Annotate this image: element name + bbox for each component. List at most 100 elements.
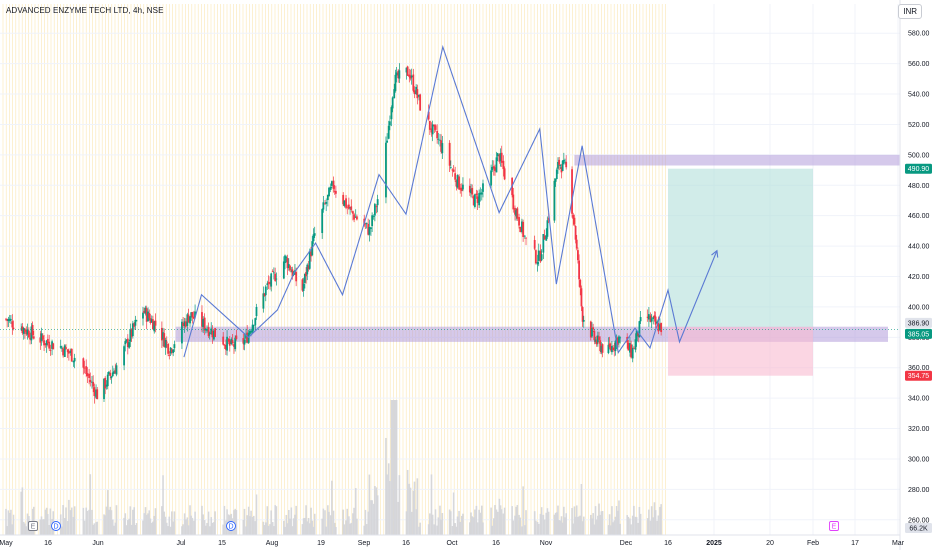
volume-bar [162, 475, 164, 535]
candle-body [565, 161, 568, 168]
volume-bar [331, 480, 333, 535]
volume-bar [225, 520, 227, 535]
candle-body [123, 346, 125, 366]
volume-bar [115, 505, 118, 535]
candle-body [595, 340, 598, 345]
volume-bar [226, 509, 228, 535]
volume-bar [496, 511, 499, 535]
candle-body [385, 142, 387, 198]
volume-bar [564, 517, 566, 535]
candle-body [41, 335, 44, 340]
candle-body [126, 338, 129, 348]
candle-body [154, 320, 157, 326]
candle-body [8, 318, 11, 322]
volume-bar [322, 508, 325, 535]
volume-bar [582, 516, 585, 535]
candle-body [325, 202, 328, 204]
stop-price-tag: 354.75 [908, 373, 930, 380]
y-tick-label: 540.00 [908, 92, 930, 99]
earnings-marker[interactable] [28, 521, 38, 531]
volume-tag: 66.2K [909, 526, 928, 533]
candle-body [449, 167, 452, 169]
volume-bar [354, 488, 357, 535]
volume-bar [348, 516, 350, 535]
candle-body [228, 340, 231, 346]
volume-bar [7, 510, 10, 535]
candle-body [295, 272, 298, 282]
candle-body [462, 184, 464, 190]
candle-body [172, 349, 175, 353]
volume-bar [308, 523, 311, 535]
target-price-tag: 490.90 [908, 166, 930, 173]
candle-body [6, 319, 9, 321]
volume-bar [223, 505, 226, 535]
y-tick-label: 340.00 [908, 396, 930, 403]
volume-bar [47, 514, 49, 535]
volume-bar [539, 513, 542, 535]
candle-body [521, 221, 523, 232]
candle-body [408, 74, 411, 78]
y-tick-label: 560.00 [908, 61, 930, 68]
candle-body [245, 333, 247, 339]
candle-body [618, 336, 620, 343]
candle-body [373, 204, 376, 216]
candle-body [573, 217, 576, 225]
volume-bar [82, 507, 85, 535]
x-tick-label: 2025 [706, 540, 722, 547]
x-tick-label: May [0, 540, 13, 547]
candle-body [272, 272, 275, 274]
volume-bar [593, 524, 596, 535]
volume-bar [201, 505, 203, 535]
candle-body [243, 339, 246, 345]
earnings-marker[interactable] [829, 521, 839, 531]
dividend-marker[interactable] [51, 521, 61, 531]
candle-body [182, 322, 185, 326]
volume-bar [433, 524, 436, 535]
candle-body [187, 314, 190, 323]
volume-bar [611, 506, 613, 535]
candle-body [67, 351, 70, 354]
candle-body [192, 316, 195, 319]
candle-body [186, 314, 189, 326]
volume-bar [85, 507, 88, 535]
candle-body [20, 328, 23, 330]
volume-bar [542, 514, 545, 535]
candle-body [173, 344, 176, 349]
candle-body [32, 336, 35, 339]
candle-body [455, 180, 458, 187]
candle-body [44, 343, 47, 346]
volume-bar [451, 525, 454, 535]
volume-bar [210, 517, 213, 535]
candle-body [412, 74, 415, 91]
volume-bar [301, 524, 304, 535]
volume-bar [273, 526, 275, 535]
volume-bar [243, 508, 246, 535]
candle-body [214, 328, 217, 337]
volume-bar [535, 520, 537, 535]
event-marker-label: D [228, 524, 233, 531]
candle-body [354, 216, 357, 218]
volume-bar [291, 526, 294, 535]
candle-body [222, 336, 225, 345]
volume-bar [267, 525, 270, 535]
currency-button[interactable]: INR [898, 4, 922, 19]
volume-bar [270, 510, 272, 535]
candle-body [413, 90, 416, 95]
volume-bar [187, 525, 190, 535]
volume-bar [144, 507, 147, 535]
dividend-marker[interactable] [226, 521, 236, 531]
volume-bar [43, 519, 45, 535]
candle-body [451, 169, 454, 171]
candle-body [456, 175, 459, 188]
candle-body [498, 154, 501, 162]
candle-body [147, 311, 149, 322]
volume-bar [44, 509, 47, 535]
volume-bar [149, 518, 152, 535]
chart-title: ADVANCED ENZYME TECH LTD, 4h, NSE [6, 6, 164, 15]
candle-body [248, 331, 251, 334]
candle-body [415, 86, 418, 95]
candle-body [128, 342, 131, 348]
candle-body [59, 346, 62, 348]
candle-body [646, 316, 649, 318]
event-marker-label: E [832, 524, 837, 531]
